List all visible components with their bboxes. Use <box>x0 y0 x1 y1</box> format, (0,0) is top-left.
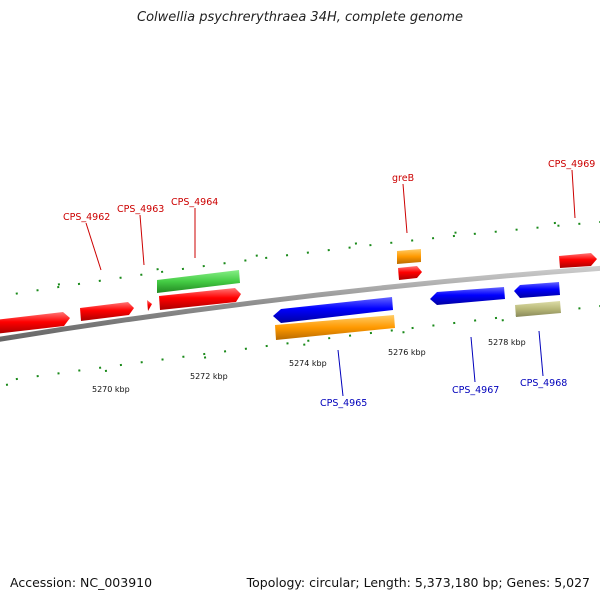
gene-arrow-cps4962 <box>0 312 70 334</box>
label-greb: greB <box>392 173 414 184</box>
feature-block-olive <box>515 301 561 317</box>
gene-arrow-cps4969 <box>559 253 597 268</box>
cds-block-green <box>157 270 240 293</box>
scale-label-5274: 5274 kbp <box>289 359 327 368</box>
cds-block-orange-large <box>275 315 395 340</box>
gene-arrow-cps4963 <box>80 302 134 321</box>
gene-arrow-small <box>147 300 152 311</box>
gene-arrow-greb <box>398 266 422 280</box>
label-cps4969: CPS_4969 <box>548 159 595 170</box>
genome-backbone <box>0 265 600 342</box>
scale-label-5278: 5278 kbp <box>488 338 526 347</box>
leader-line-cps4969 <box>571 169 576 219</box>
genome-summary-text: Topology: circular; Length: 5,373,180 bp… <box>246 575 590 590</box>
reverse-gene-labels: CPS_4965 CPS_4967 CPS_4968 <box>320 330 567 409</box>
label-cps4962: CPS_4962 <box>63 212 110 223</box>
leader-line-cps4962 <box>85 222 102 271</box>
scale-label-5270: 5270 kbp <box>92 385 130 394</box>
map-title: Colwellia psychrerythraea 34H, complete … <box>137 10 463 25</box>
forward-gene-labels: CPS_4962 CPS_4963 CPS_4964 greB CPS_4969 <box>63 159 595 271</box>
inner-tick-track <box>0 305 600 386</box>
gene-arrow-cps4967 <box>430 287 505 305</box>
gene-arrow-cps4965 <box>273 297 393 323</box>
label-cps4965: CPS_4965 <box>320 398 367 409</box>
gene-arrow-cps4968 <box>514 282 560 298</box>
gene-arrow-cps4964 <box>159 288 241 310</box>
forward-genes <box>0 253 597 334</box>
scale-label-5276: 5276 kbp <box>388 348 426 357</box>
scale-labels: 5270 kbp 5272 kbp 5274 kbp 5276 kbp 5278… <box>92 338 526 394</box>
label-cps4964: CPS_4964 <box>171 197 218 208</box>
outer-tick-track <box>0 218 600 298</box>
accession-text: Accession: NC_003910 <box>10 575 153 590</box>
cds-block-orange-small <box>397 249 421 264</box>
reverse-genes <box>273 282 560 323</box>
scale-label-5272: 5272 kbp <box>190 372 228 381</box>
leader-line-cps4967 <box>470 336 476 383</box>
leader-line-greb <box>402 183 408 234</box>
label-cps4963: CPS_4963 <box>117 204 164 215</box>
leader-line-cps4968 <box>538 330 544 377</box>
leader-line-cps4963 <box>139 214 145 266</box>
label-cps4968: CPS_4968 <box>520 378 567 389</box>
leader-line-cps4965 <box>337 349 344 397</box>
label-cps4967: CPS_4967 <box>452 385 499 396</box>
